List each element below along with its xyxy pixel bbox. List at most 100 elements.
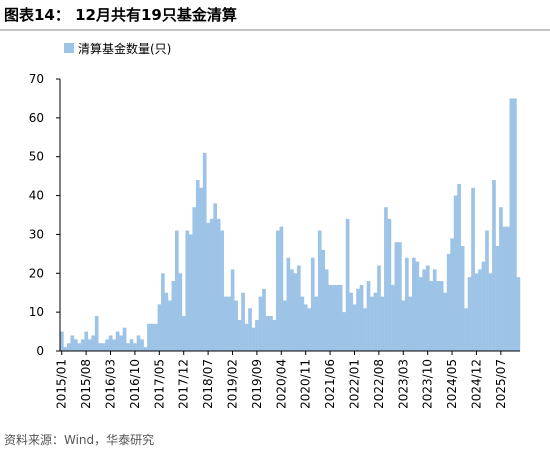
bar [234,300,238,351]
x-tick-label: 2022/01 [347,359,361,409]
bar [356,288,360,351]
bar [432,269,437,351]
y-tick-label: 20 [29,266,44,280]
bar [506,226,510,351]
bar [241,292,245,351]
bar [202,152,207,351]
bar [265,316,270,351]
bar [471,187,475,351]
x-tick-label: 2025/07 [494,359,508,409]
bar [279,226,284,351]
x-tick-label: 2020/04 [274,359,288,409]
bar [178,273,183,351]
x-tick-label: 2023/10 [421,359,435,409]
bar [446,253,451,351]
bar [460,246,465,351]
bar [405,257,409,351]
bar [488,273,493,351]
bar [408,296,413,351]
bar [359,284,364,351]
bar [112,339,116,351]
bar [439,281,444,351]
bar [377,265,381,351]
bar [98,343,103,351]
bar [140,339,144,351]
bar [352,304,357,351]
bar [502,226,507,351]
y-tick-label: 50 [29,150,44,164]
bar [185,230,190,351]
x-tick-label: 2023/03 [396,359,410,409]
bar [126,343,130,351]
bar [370,296,374,351]
bar [105,339,109,351]
bar [60,331,64,351]
y-tick-label: 70 [29,72,44,86]
x-tick-label: 2016/10 [128,359,142,409]
y-tick-label: 0 [36,344,44,358]
bar [303,304,308,351]
bar [317,230,322,351]
bar [453,195,458,351]
bar [363,308,367,351]
bar [411,257,416,351]
bar [94,316,99,351]
bar [422,269,427,351]
bar [349,292,353,351]
bar [373,292,378,351]
legend-swatch [64,43,74,53]
bar [230,269,235,351]
x-tick-label: 2021/06 [323,359,337,409]
bar [84,331,89,351]
bar [150,323,155,351]
bar [335,284,339,351]
bar [209,218,214,351]
bar [206,222,211,351]
y-tick-label: 40 [29,189,44,203]
y-tick-label: 30 [29,227,44,241]
bar [345,218,350,351]
bar [87,339,92,351]
x-tick-label: 2020/11 [299,359,313,409]
bar [457,183,461,351]
bar [338,284,343,351]
bar [293,273,298,351]
bar [384,207,388,351]
bar [192,207,197,351]
bar [77,343,82,351]
bar [63,347,68,351]
bar [115,331,120,351]
bar [342,312,346,351]
x-tick-label: 2022/08 [372,359,386,409]
bar [70,335,75,351]
source-note: 资料来源：Wind，华泰研究 [4,432,154,447]
bar [108,335,113,351]
bar [122,327,127,351]
bar [154,323,158,351]
bar [314,296,319,351]
bar [307,308,312,351]
bar [495,246,500,351]
bar [443,292,448,351]
bar [168,300,172,351]
bar [195,180,200,351]
bar [286,257,291,351]
bar [255,319,259,351]
bar [492,180,496,351]
bar [66,343,71,351]
bar [269,316,273,351]
bar [474,273,479,351]
bar [223,296,228,351]
x-tick-label: 2024/12 [469,359,483,409]
bar [276,230,280,351]
bar [300,296,305,351]
bar [387,218,392,351]
bar [244,323,249,351]
bar [251,327,256,351]
bar [136,335,141,351]
x-tick-label: 2024/05 [445,359,459,409]
bar [499,207,503,351]
x-tick-label: 2017/05 [152,359,166,409]
x-tick-label: 2016/03 [104,359,118,409]
